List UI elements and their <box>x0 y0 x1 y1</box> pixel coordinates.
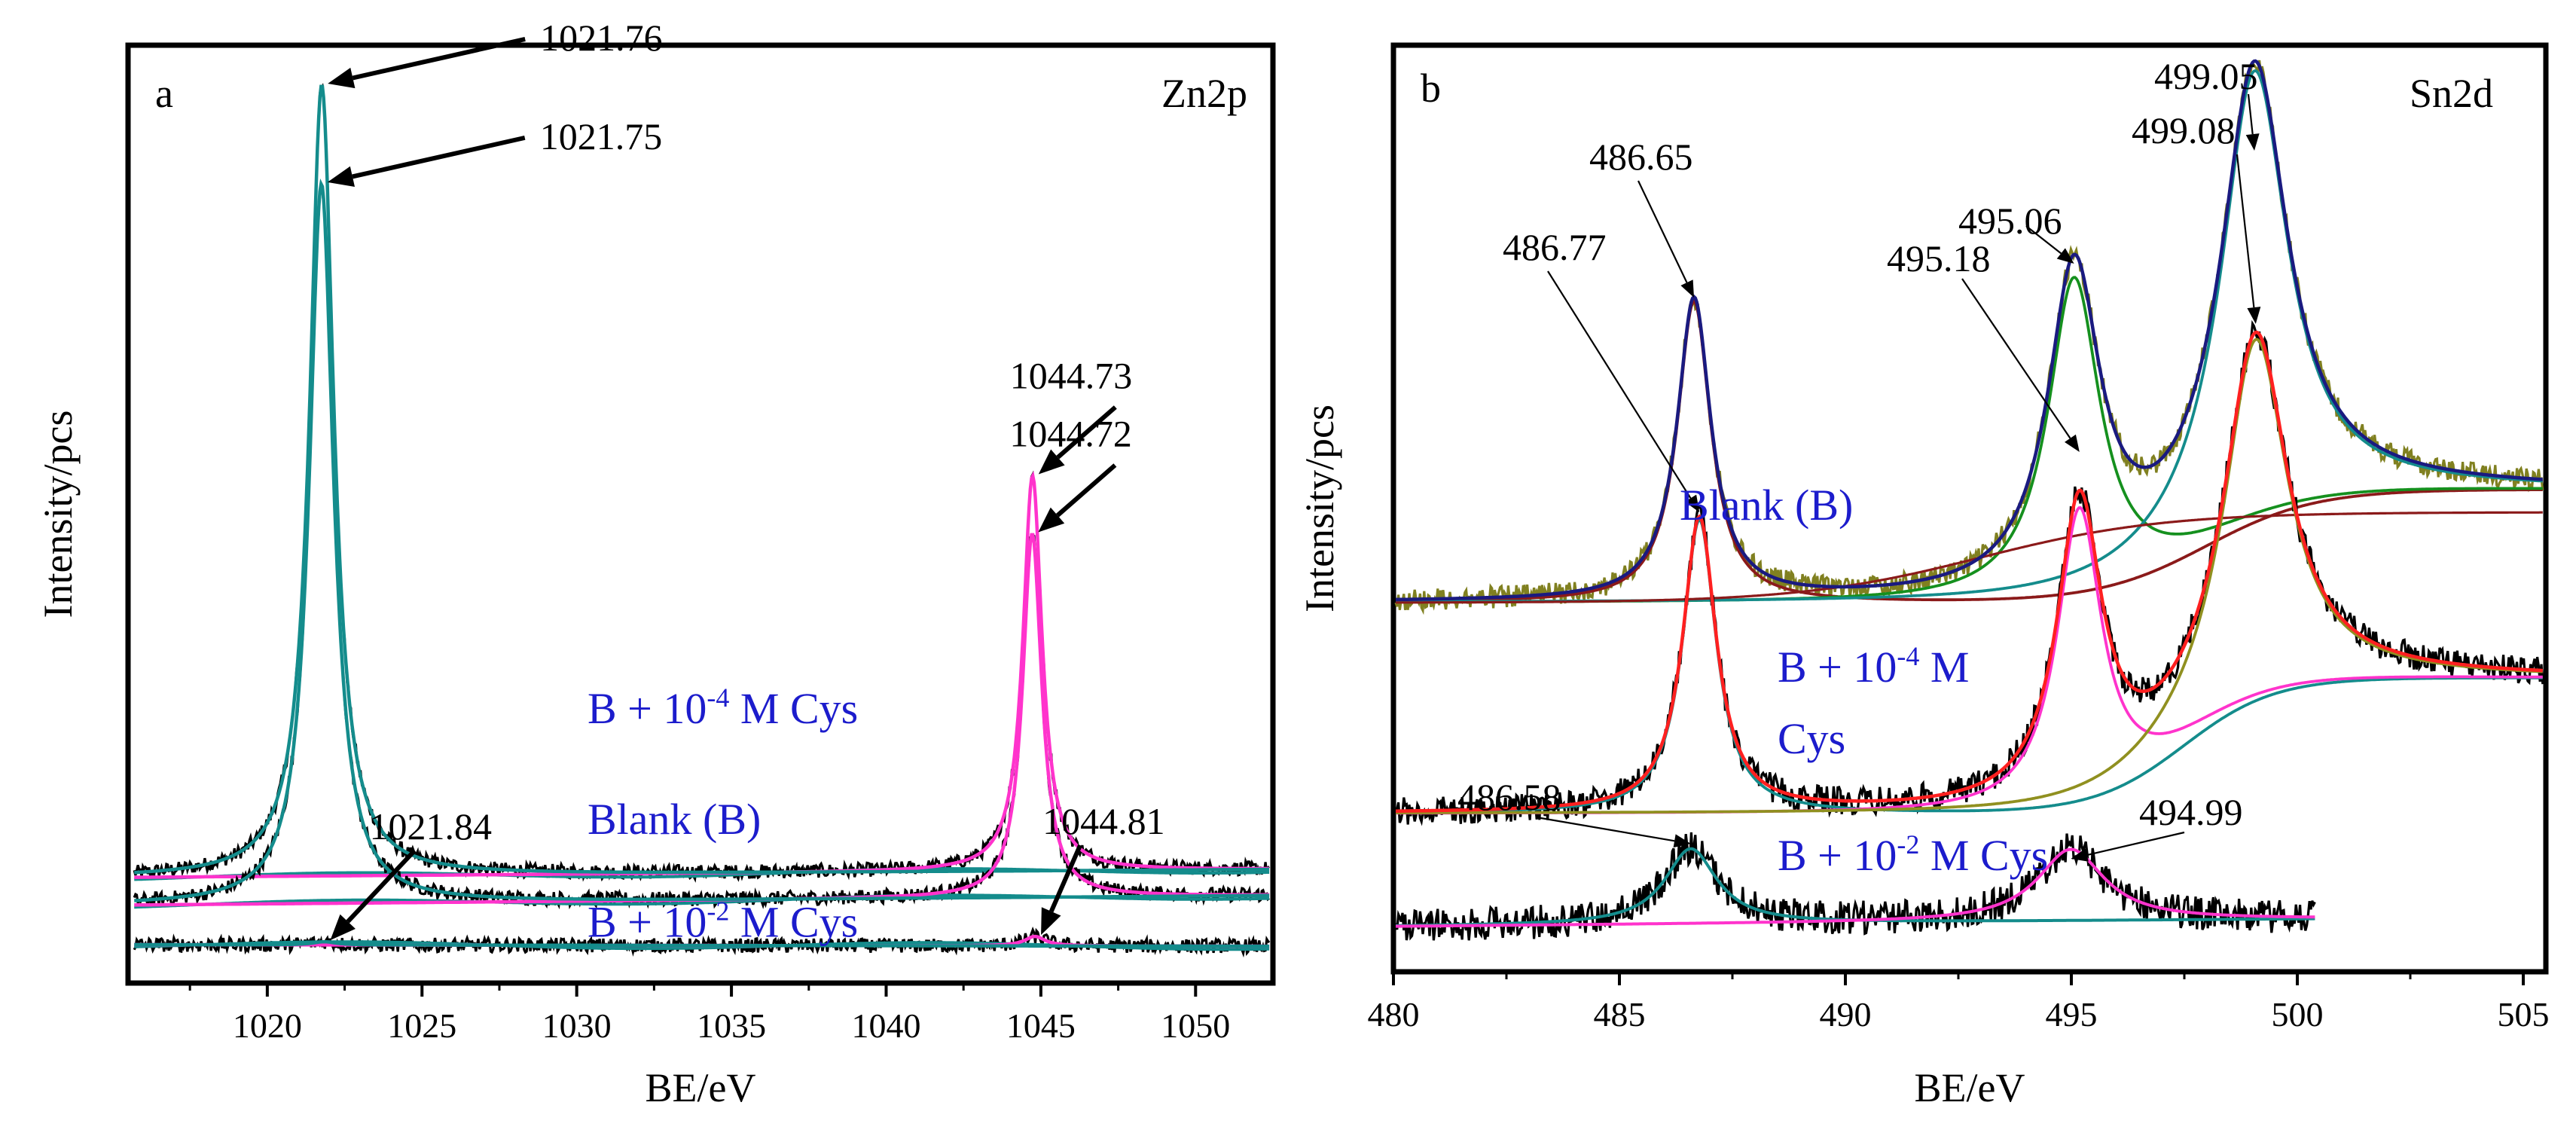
panel-a-xtick-label: 1040 <box>851 1006 920 1045</box>
panel-b-series-blank <box>1394 59 2544 615</box>
peak-value-label: 486.65 <box>1589 136 1693 178</box>
panel-a-series-label: Blank (B) <box>588 795 761 844</box>
peak-arrow-head <box>1038 507 1065 533</box>
panel-a-series-2: 1021.84 1044.81 B + 10-2 M Cys <box>133 800 1271 958</box>
component-line <box>1396 299 2543 603</box>
peak-pointer-line <box>1536 816 1675 842</box>
peak-arrow-line <box>1056 405 1117 460</box>
panel-b-element: Sn2d <box>2410 71 2493 116</box>
panel-b-letter: b <box>1421 66 1441 111</box>
peak-pointer-line <box>1637 180 1688 283</box>
peak-value-label: 1021.76 <box>540 17 663 59</box>
panel-b-xtick-label: 485 <box>1594 995 1646 1034</box>
panel-a: 1020 1025 1030 1035 1040 1045 1050 a Zn2p BE/eV In… <box>35 17 1276 1110</box>
panel-a-xtick-label: 1050 <box>1161 1006 1230 1045</box>
panel-a-xtick-label: 1020 <box>233 1006 302 1045</box>
component-line <box>1396 337 2543 814</box>
panel-b-xtick-label: 505 <box>2498 995 2550 1034</box>
panel-b-xtick-label: 495 <box>2046 995 2098 1034</box>
raw-spectrum-line <box>1394 832 2316 941</box>
peak-pointer-line <box>2247 93 2254 135</box>
panel-b-series-label: B + 10-4 M <box>1778 641 1969 692</box>
panel-b: 480 485 490 495 500 505 b Sn2d BE/eV Intensity/pc… <box>1297 42 2550 1110</box>
panel-a-xtick-label: 1030 <box>542 1006 612 1045</box>
peak-arrow-head <box>327 166 356 188</box>
fit-peak-line <box>134 84 1270 875</box>
peak-pointer-head <box>2245 133 2260 151</box>
peak-value-label: 495.18 <box>1887 237 1991 279</box>
component-line <box>1395 518 2543 814</box>
peak-pointer-head <box>1680 279 1694 298</box>
peak-pointer-line <box>1961 278 2071 439</box>
panel-a-series-label: B + 10-4 M Cys <box>588 682 858 733</box>
peak-arrow-line <box>352 37 526 81</box>
peak-value-label: 499.08 <box>2132 109 2236 151</box>
fit-peak-line <box>134 179 1270 902</box>
panel-a-series-label: B + 10-2 M Cys <box>588 896 858 947</box>
peak-arrow-head <box>330 914 356 941</box>
peak-arrow-head <box>1038 449 1065 475</box>
panel-a-xtick-label: 1025 <box>387 1006 456 1045</box>
panel-b-ylabel: Intensity/pcs <box>1297 405 1342 612</box>
panel-b-xtick-label: 490 <box>1820 995 1872 1034</box>
panel-b-series-label: Blank (B) <box>1680 481 1853 530</box>
peak-value-label: 1021.84 <box>369 805 492 847</box>
peak-pointer-head <box>1684 494 1700 512</box>
peak-arrow-head <box>328 67 356 89</box>
panel-b-series-label: B + 10-2 M Cys <box>1778 829 2048 880</box>
panel-a-frame <box>125 42 1276 986</box>
panel-a-xlabel: BE/eV <box>646 1065 756 1110</box>
panel-a-element: Zn2p <box>1161 71 1247 116</box>
panel-b-frame <box>1390 42 2549 975</box>
fit-peak-line <box>134 939 1270 948</box>
peak-pointer-line <box>2086 831 2185 857</box>
panel-b-xlabel: BE/eV <box>1915 1065 2025 1110</box>
component-line <box>1396 847 2315 928</box>
peak-value-label: 499.05 <box>2154 55 2258 97</box>
envelope-line <box>1396 59 2543 602</box>
panel-a-xtick-label: 1035 <box>697 1006 766 1045</box>
peak-value-label: 1044.72 <box>1009 413 1132 455</box>
peak-pointer-head <box>2071 848 2089 862</box>
peak-pointer-line <box>2236 154 2255 308</box>
panel-b-series-1e-4 <box>1394 319 2544 826</box>
peak-value-label: 494.99 <box>2139 791 2243 833</box>
panel-a-series-1: 1021.75 1044.72 Blank (B) <box>133 115 1271 910</box>
panel-a-ylabel: Intensity/pcs <box>35 411 81 618</box>
peak-pointer-line <box>2025 225 2062 255</box>
envelope-line <box>1396 330 2543 813</box>
raw-spectrum-line <box>133 83 1270 883</box>
component-line <box>1396 69 2543 603</box>
peak-value-label: 1044.73 <box>1010 354 1133 396</box>
peak-pointer-head <box>1673 834 1691 848</box>
raw-spectrum-line <box>1394 319 2544 826</box>
peak-pointer-line <box>1547 270 1692 499</box>
panel-b-xtick-label: 500 <box>2272 995 2324 1034</box>
peak-arrow-line <box>1048 844 1082 913</box>
panel-b-series-1e-2 <box>1394 832 2316 941</box>
raw-spectrum-line <box>1394 60 2544 615</box>
peak-pointer-head <box>2056 248 2074 264</box>
peak-value-label: 486.58 <box>1457 776 1561 818</box>
peak-arrow-line <box>346 849 417 924</box>
peak-arrow-line <box>1056 463 1117 518</box>
panel-a-letter: a <box>155 71 173 116</box>
panel-b-xtick-label: 480 <box>1368 995 1420 1034</box>
peak-value-label: 486.77 <box>1503 226 1607 268</box>
peak-value-label: 1044.81 <box>1042 800 1165 842</box>
panel-b-series-label-line2: Cys <box>1778 714 1845 763</box>
baseline-line <box>1396 511 2543 604</box>
peak-arrow-line <box>352 135 526 179</box>
peak-arrow-head <box>1041 907 1061 936</box>
peak-pointer-head <box>2065 434 2080 452</box>
peak-value-label: 495.06 <box>1958 200 2062 242</box>
panel-a-xtick-label: 1045 <box>1006 1006 1076 1045</box>
peak-value-label: 1021.75 <box>540 115 663 157</box>
peak-pointer-head <box>2247 307 2261 324</box>
